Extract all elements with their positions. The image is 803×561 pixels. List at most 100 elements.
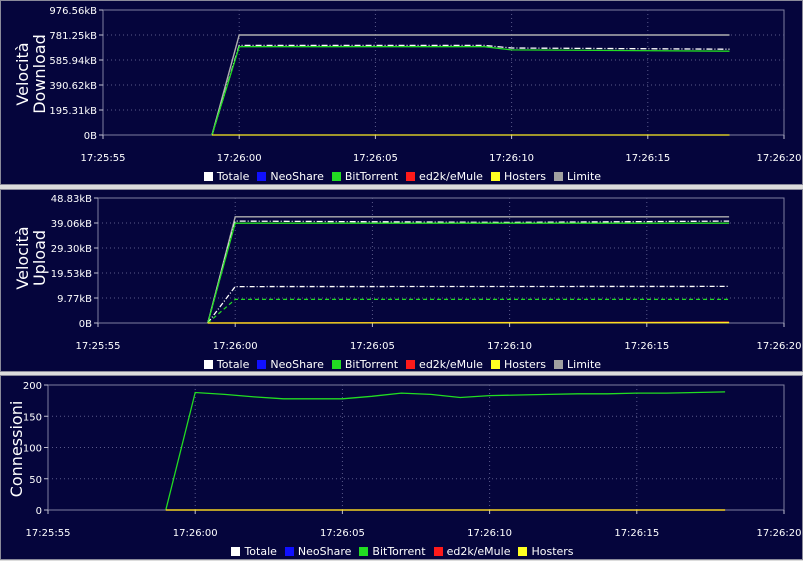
y-tick-label: 29.30kB [51, 244, 92, 255]
legend-item: BitTorrent [332, 358, 398, 371]
y-tick-label: 585.94kB [49, 56, 97, 67]
legend-label: NeoShare [270, 358, 323, 371]
legend-item: Hosters [491, 170, 546, 183]
y-tick-label: 48.83kB [51, 194, 92, 205]
legend-swatch [491, 360, 500, 369]
legend: Totale NeoShare BitTorrent ed2k/eMule Hoster… [1, 170, 803, 183]
y-tick-label: 39.06kB [51, 219, 92, 230]
y-tick-label: 195.31kB [49, 106, 97, 117]
legend-swatch [518, 547, 527, 556]
y-tick-label: 390.62kB [49, 81, 97, 92]
y-tick-label: 19.53kB [51, 269, 92, 280]
download-chart: 0B 195.31kB 390.62kB 585.94kB 781.25kB 976.56… [1, 1, 803, 186]
legend-swatch [491, 172, 500, 181]
legend-label: Totale [217, 358, 249, 371]
legend-label: BitTorrent [345, 358, 398, 371]
x-tick-label: 17:26:15 [625, 153, 670, 164]
legend-label: ed2k/eMule [419, 170, 483, 183]
legend-item: BitTorrent [332, 170, 398, 183]
legend-swatch [285, 547, 294, 556]
legend: Totale NeoShare BitTorrent ed2k/eMule Hoster… [1, 358, 803, 371]
x-tick-label: 17:26:15 [614, 528, 659, 539]
legend-swatch [332, 360, 341, 369]
x-tick-label: 17:25:55 [26, 528, 71, 539]
x-tick-label: 17:26:20 [757, 341, 802, 352]
legend-swatch [434, 547, 443, 556]
y-tick-label: 9.77kB [57, 294, 92, 305]
x-tick-label: 17:26:00 [173, 528, 218, 539]
plot-area [103, 10, 784, 135]
x-tick-label: 17:26:20 [757, 528, 802, 539]
legend-label: ed2k/eMule [419, 358, 483, 371]
legend-swatch [406, 172, 415, 181]
legend-item: ed2k/eMule [406, 358, 483, 371]
y-tick-label: 0B [79, 319, 92, 330]
x-tick-label: 17:25:55 [81, 153, 126, 164]
legend-item: Hosters [518, 545, 573, 558]
legend: Totale NeoShare BitTorrent ed2k/eMule Hoster… [1, 545, 803, 558]
x-tick-label: 17:26:10 [487, 341, 532, 352]
legend-label: Totale [217, 170, 249, 183]
legend-swatch [257, 172, 266, 181]
y-tick-label: 100 [23, 444, 42, 455]
legend-item: Limite [554, 170, 601, 183]
legend-label: ed2k/eMule [447, 545, 511, 558]
legend-item: ed2k/eMule [434, 545, 511, 558]
legend-swatch [204, 360, 213, 369]
y-tick-label: 150 [23, 412, 42, 423]
legend-label: NeoShare [298, 545, 351, 558]
legend-swatch [554, 172, 563, 181]
y-tick-label: 976.56kB [49, 6, 97, 17]
legend-label: BitTorrent [345, 170, 398, 183]
legend-label: Hosters [504, 358, 546, 371]
legend-label: Limite [567, 170, 601, 183]
series-line-totale-dash [208, 286, 729, 323]
x-tick-label: 17:26:05 [350, 341, 395, 352]
connections-chart: 0 50 100 150 200 17:25:55 17:26:00 17:26:05 17:2… [1, 376, 803, 561]
x-tick-label: 17:26:00 [213, 341, 258, 352]
x-tick-label: 17:25:55 [76, 341, 121, 352]
legend-item: Totale [204, 358, 249, 371]
legend-swatch [204, 172, 213, 181]
y-tick-label: 781.25kB [49, 31, 97, 42]
series-line-totale [208, 221, 729, 323]
legend-label: Hosters [531, 545, 573, 558]
series-line-totale [212, 45, 730, 135]
series-line-limite [208, 217, 729, 323]
legend-label: Hosters [504, 170, 546, 183]
x-tick-label: 17:26:10 [467, 528, 512, 539]
x-tick-label: 17:26:05 [353, 153, 398, 164]
legend-swatch [231, 547, 240, 556]
x-tick-label: 17:26:00 [217, 153, 262, 164]
y-tick-label: 0B [84, 131, 97, 142]
legend-label: BitTorrent [372, 545, 425, 558]
x-tick-label: 17:26:05 [320, 528, 365, 539]
legend-swatch [359, 547, 368, 556]
legend-item: Hosters [491, 358, 546, 371]
upload-chart: 0B 9.77kB 19.53kB 29.30kB 39.06kB 48.83kB 17:2… [1, 190, 803, 373]
legend-item: Totale [231, 545, 276, 558]
legend-item: Totale [204, 170, 249, 183]
legend-item: ed2k/eMule [406, 170, 483, 183]
x-tick-label: 17:26:15 [624, 341, 669, 352]
x-tick-label: 17:26:10 [489, 153, 534, 164]
legend-label: Limite [567, 358, 601, 371]
y-tick-label: 200 [23, 381, 42, 392]
x-tick-label: 17:26:20 [757, 153, 802, 164]
legend-swatch [332, 172, 341, 181]
legend-swatch [554, 360, 563, 369]
series-line-bittorrent [166, 392, 725, 510]
legend-item: Limite [554, 358, 601, 371]
legend-item: NeoShare [257, 170, 323, 183]
series-line-bittorrent-dash [208, 299, 729, 323]
legend-label: NeoShare [270, 170, 323, 183]
y-tick-label: 0 [36, 506, 42, 517]
legend-item: NeoShare [285, 545, 351, 558]
y-tick-label: 50 [29, 475, 42, 486]
legend-swatch [406, 360, 415, 369]
legend-swatch [257, 360, 266, 369]
legend-item: BitTorrent [359, 545, 425, 558]
